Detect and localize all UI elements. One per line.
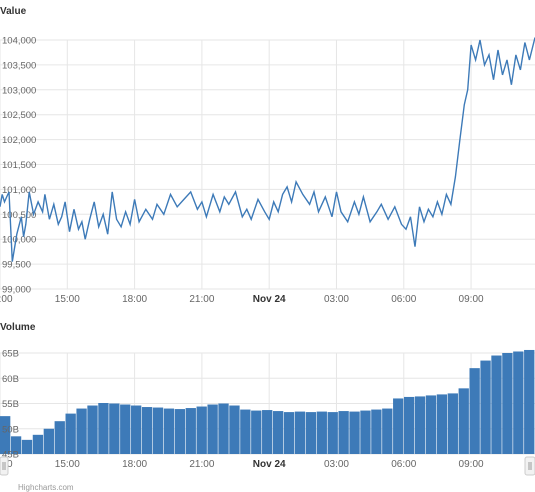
volume-bars: [0, 349, 535, 455]
x-tick-label: 21:00: [189, 294, 214, 305]
volume-bar: [305, 412, 317, 454]
y-tick-label: 103,000: [2, 85, 36, 96]
x-tick-label: 09:00: [459, 459, 484, 470]
x-tick-label: 15:00: [55, 459, 80, 470]
volume-bar: [152, 407, 164, 454]
volume-bar: [403, 396, 415, 454]
volume-bar: [131, 405, 142, 454]
price-x-axis: 12:00 15:00 18:00 21:00 Nov 24 03:00 06:00 09:0…: [0, 294, 484, 305]
volume-bar: [43, 428, 54, 454]
volume-bar: [272, 411, 284, 454]
volume-bar: [371, 409, 382, 454]
y-tick-label: 100,000: [2, 235, 36, 246]
price-panel: Value 104,000 103,500 103,000 102,500 102,00…: [0, 6, 535, 305]
x-tick-label: 15:00: [55, 294, 80, 305]
x-tick-label: 06:00: [391, 294, 416, 305]
y-tick-label: 99,500: [2, 260, 31, 271]
volume-bar: [382, 408, 393, 454]
volume-panel-title: Volume: [0, 322, 36, 333]
volume-bar: [87, 405, 98, 454]
volume-bar: [436, 394, 448, 454]
volume-bar: [163, 408, 175, 454]
volume-bar: [349, 411, 360, 454]
y-tick-label: 104,000: [2, 36, 36, 47]
volume-bar: [283, 412, 295, 454]
y-tick-label: 103,500: [2, 60, 36, 71]
volume-bar: [109, 403, 120, 454]
x-tick-label: 12:00: [0, 294, 13, 305]
y-tick-label: 45B: [2, 450, 19, 461]
volume-bar: [32, 434, 44, 454]
volume-bar: [513, 351, 524, 454]
price-y-axis: 104,000 103,500 103,000 102,500 102,000 101,5…: [2, 36, 36, 296]
volume-bar: [393, 398, 404, 454]
y-tick-label: 101,500: [2, 160, 36, 171]
volume-bar: [338, 411, 349, 454]
volume-bar: [21, 439, 33, 454]
volume-bar: [491, 355, 502, 454]
volume-bar: [218, 403, 229, 454]
navigator-left-handle[interactable]: [0, 456, 9, 476]
volume-bar: [98, 403, 109, 454]
volume-bar: [76, 408, 87, 454]
y-tick-label: 99,000: [2, 285, 31, 296]
volume-bar: [480, 360, 491, 454]
price-line: [0, 37, 535, 262]
x-tick-label: Nov 24: [253, 459, 286, 470]
volume-bar: [251, 410, 262, 454]
price-panel-title: Value: [0, 6, 27, 17]
x-tick-label: 18:00: [122, 459, 147, 470]
price-grid: [0, 39, 535, 290]
volume-bar: [120, 404, 131, 454]
volume-bar: [327, 412, 338, 454]
volume-bar: [502, 353, 513, 454]
x-tick-label: 09:00: [459, 294, 484, 305]
volume-bar: [54, 421, 65, 454]
volume-bar: [10, 436, 22, 454]
volume-bar: [0, 416, 11, 455]
y-tick-label: 60B: [2, 374, 19, 385]
volume-bar: [414, 396, 426, 454]
y-tick-label: 101,000: [2, 185, 36, 196]
y-tick-label: 65B: [2, 349, 19, 360]
volume-bar: [196, 406, 207, 454]
x-tick-label: 03:00: [324, 294, 349, 305]
volume-y-axis: 65B 60B 55B 50B 45B: [2, 349, 19, 461]
volume-bar: [425, 395, 437, 454]
x-tick-label: Nov 24: [253, 294, 286, 305]
volume-bar: [65, 413, 76, 454]
x-tick-label: 21:00: [189, 459, 214, 470]
volume-bar: [262, 410, 273, 454]
volume-bar: [469, 368, 480, 454]
volume-bar: [185, 408, 196, 454]
volume-bar: [458, 388, 469, 454]
y-tick-label: 102,500: [2, 110, 36, 121]
volume-bar: [141, 407, 153, 454]
chart-credit[interactable]: Highcharts.com: [18, 483, 74, 492]
volume-bar: [174, 409, 186, 454]
volume-bar: [316, 411, 327, 454]
y-tick-label: 100,500: [2, 210, 36, 221]
x-tick-label: 06:00: [391, 459, 416, 470]
y-tick-label: 50B: [2, 424, 19, 435]
volume-bar: [294, 411, 306, 454]
y-tick-label: 55B: [2, 399, 19, 410]
x-tick-label: 03:00: [324, 459, 349, 470]
volume-bar: [240, 409, 251, 454]
y-tick-label: 102,000: [2, 135, 36, 146]
x-tick-label: 18:00: [122, 294, 147, 305]
volume-bar: [207, 404, 218, 454]
navigator-right-handle[interactable]: [524, 456, 535, 476]
volume-bar: [524, 349, 535, 454]
volume-bar: [360, 410, 371, 454]
volume-bar: [447, 393, 458, 454]
volume-bar: [229, 405, 240, 454]
